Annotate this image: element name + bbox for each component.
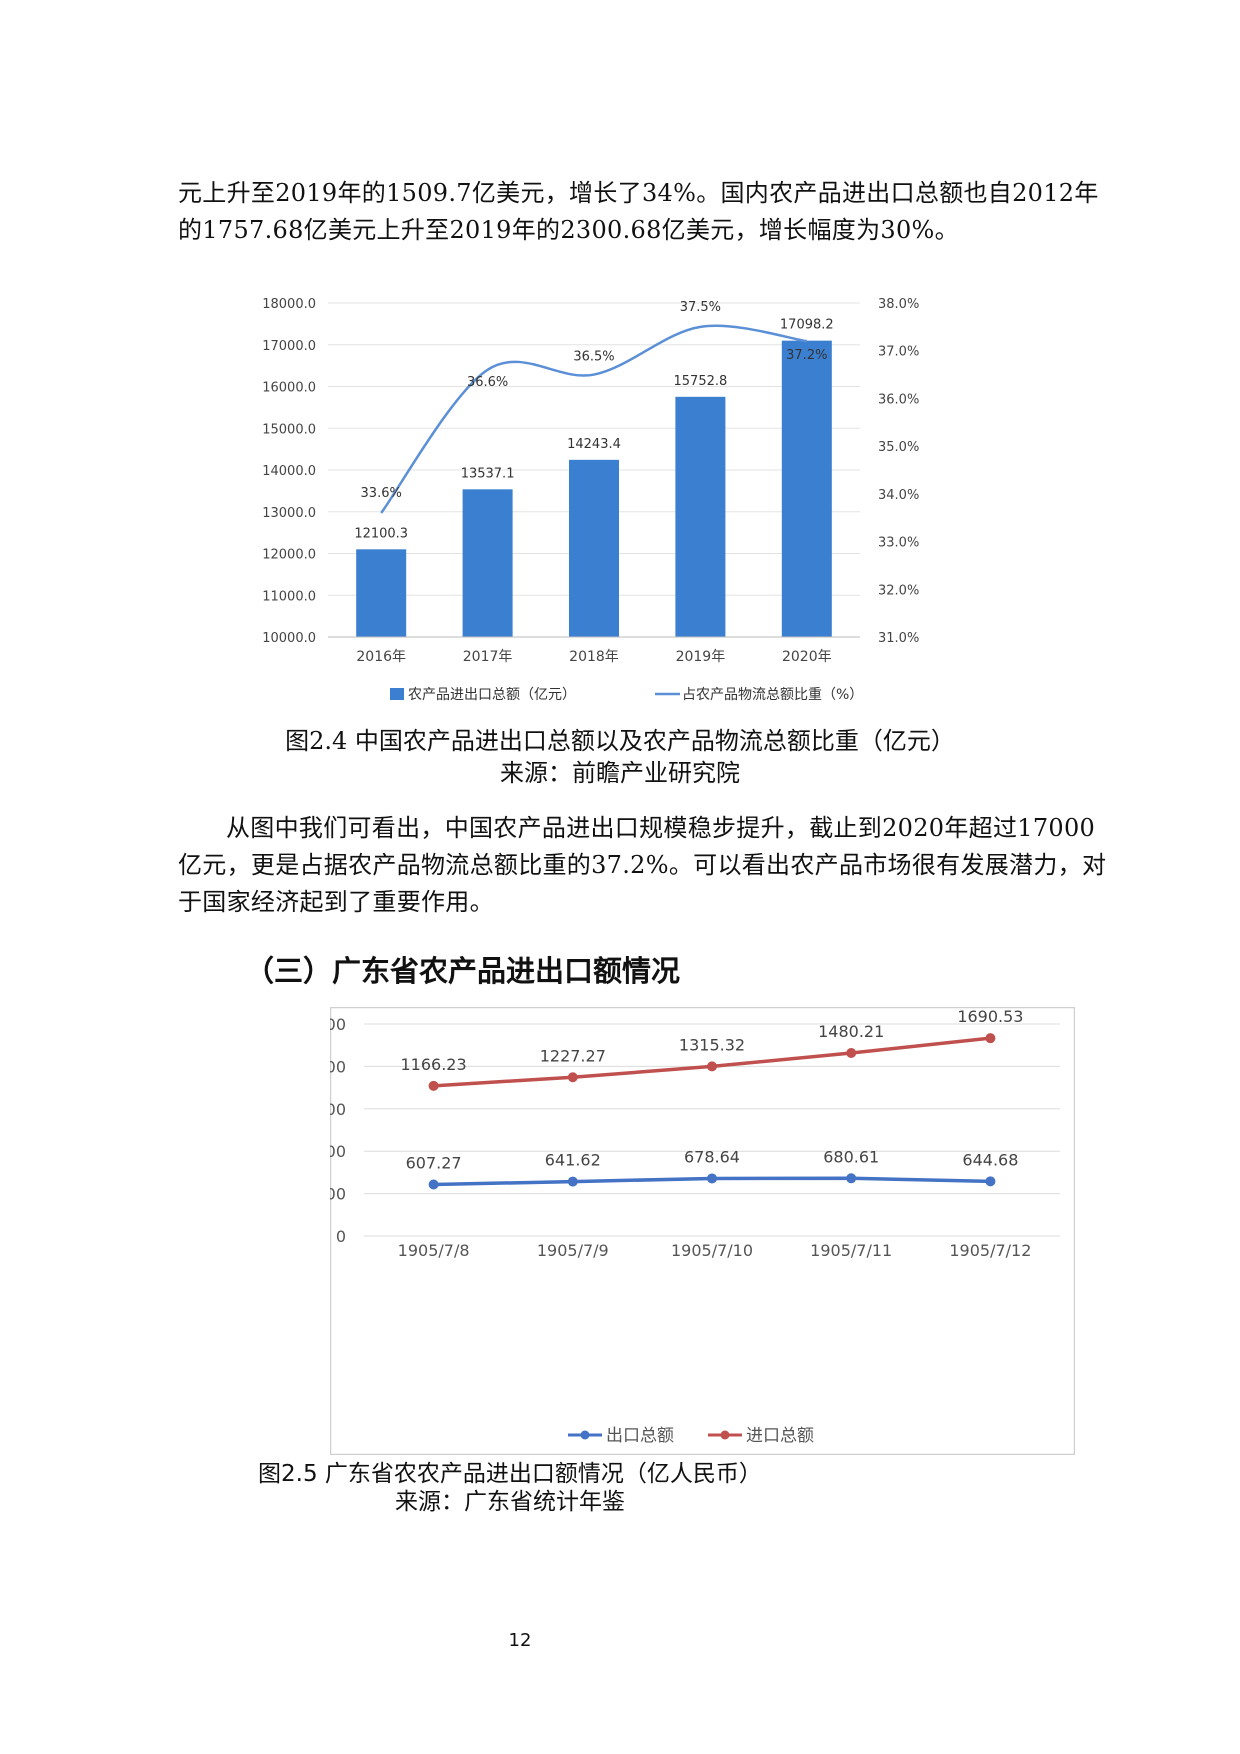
chart1-left-tick: 18000.0 (262, 297, 316, 312)
chart1-left-tick: 14000.0 (262, 464, 316, 479)
chart2-import-label: 1166.23 (401, 1055, 467, 1074)
chart1-bar-label: 13537.1 (461, 466, 515, 481)
intro-paragraph: 元上升至2019年的1509.7亿美元，增长了34%。国内农产品进出口总额也自2… (178, 175, 1133, 249)
chart1-bar (462, 489, 513, 637)
chart2-frame (330, 1007, 1075, 1455)
chart2-x-tick: 1905/7/9 (537, 1241, 609, 1260)
chart2-export-label: 641.62 (545, 1151, 601, 1170)
chart1-legend: 农产品进出口总额（亿元） 占农产品物流总额比重（%） (390, 687, 863, 703)
chart2-y-tick: 500 (330, 1185, 346, 1204)
chart2-import-point (985, 1033, 996, 1044)
chart1-ratio-label: 36.6% (467, 375, 508, 390)
chart1-ratio-label: 37.5% (680, 300, 721, 315)
chart2-export-label: 644.68 (962, 1150, 1018, 1169)
legend-import-marker (720, 1430, 730, 1440)
chart1-x-tick: 2017年 (463, 649, 513, 665)
chart2-y-tick: 1500 (330, 1100, 346, 1119)
legend-import-label: 进口总额 (746, 1426, 814, 1446)
analysis-paragraph: 从图中我们可看出，中国农产品进出口规模稳步提升，截止到2020年超过17000 … (178, 810, 1133, 921)
chart1-x-tick: 2018年 (569, 649, 619, 665)
chart1-left-tick: 17000.0 (262, 339, 316, 354)
chart1-ratio-label: 37.2% (786, 348, 827, 363)
chart1-x-tick: 2020年 (782, 649, 832, 665)
chart2-x-tick: 1905/7/8 (398, 1241, 470, 1260)
chart1-right-tick: 33.0% (878, 536, 919, 551)
chart1-right-tick: 38.0% (878, 297, 919, 312)
chart2-export-point (707, 1173, 717, 1184)
chart1-bar-label: 17098.2 (780, 318, 834, 333)
chart2-export-point (846, 1173, 857, 1184)
chart2-export-point (428, 1179, 439, 1190)
chart1-right-tick: 35.0% (878, 440, 919, 455)
figure-2-4-chart: 12100.3 13537.1 14243.4 15752.8 17098.2 33.6%… (262, 297, 919, 703)
chart2-export-point (985, 1176, 996, 1187)
chart2-y-tick: 1000 (330, 1142, 346, 1161)
chart2-import-point (428, 1080, 439, 1091)
chart2-import-point (846, 1048, 857, 1059)
chart2-x-tick: 1905/7/10 (671, 1241, 753, 1260)
chart2-y-tick: 0 (336, 1227, 346, 1246)
chart1-bar-label: 15752.8 (674, 374, 728, 389)
figure-2-4-caption: 图2.4 中国农产品进出口总额以及农产品物流总额比重（亿元） (285, 727, 955, 755)
chart1-x-tick: 2019年 (676, 649, 726, 665)
chart1-ratio-line (380, 324, 807, 514)
chart1-right-tick: 36.0% (878, 392, 919, 407)
legend-bar-label: 农产品进出口总额（亿元） (408, 687, 576, 703)
figure-2-4-source: 来源：前瞻产业研究院 (500, 759, 740, 787)
analysis-line-3: 于国家经济起到了重要作用。 (178, 888, 494, 916)
figure-2-5-source: 来源：广东省统计年鉴 (395, 1489, 625, 1515)
chart2-import-label: 1315.32 (679, 1035, 745, 1054)
analysis-line-2: 亿元，更是占据农产品物流总额比重的37.2%。可以看出农产品市场很有发展潜力，对 (178, 851, 1107, 879)
legend-bar-swatch (390, 688, 404, 700)
chart2-import-point (567, 1072, 578, 1083)
legend-export-label: 出口总额 (606, 1426, 674, 1446)
chart1-bar (569, 459, 619, 637)
chart1-left-tick: 11000.0 (262, 589, 316, 604)
chart2-export-label: 680.61 (823, 1147, 879, 1166)
chart2-export-label: 607.27 (406, 1154, 462, 1173)
chart1-left-tick: 10000.0 (262, 631, 316, 646)
page-number: 12 (508, 1630, 532, 1651)
chart1-left-tick: 15000.0 (262, 422, 316, 437)
chart2-export-point (567, 1176, 578, 1187)
chart2-import-label: 1480.21 (818, 1022, 884, 1041)
chart1-left-tick: 16000.0 (262, 381, 316, 396)
chart1-bar (675, 396, 726, 637)
legend-export-marker (580, 1430, 590, 1440)
chart1-right-tick: 34.0% (878, 488, 919, 503)
section-heading: （三）广东省农产品进出口额情况 (245, 954, 681, 988)
analysis-line-1: 从图中我们可看出，中国农产品进出口规模稳步提升，截止到2020年超过17000 (226, 814, 1096, 842)
chart2-legend: 出口总额 进口总额 (568, 1426, 814, 1446)
chart2-import-label: 1227.27 (540, 1046, 606, 1065)
intro-line-1: 元上升至2019年的1509.7亿美元，增长了34%。国内农产品进出口总额也自2… (178, 179, 1099, 207)
chart1-right-tick: 32.0% (878, 583, 919, 598)
chart2-y-tick: 2500 (330, 1015, 346, 1034)
chart1-left-tick: 12000.0 (262, 548, 316, 563)
chart1-left-tick: 13000.0 (262, 506, 316, 521)
chart2-x-tick: 1905/7/11 (810, 1241, 892, 1260)
chart1-bar (781, 340, 832, 637)
figure-2-5-chart: 607.27 641.62 678.64 680.61 644.68 1166.23 122… (330, 1007, 1075, 1455)
chart2-export-label: 678.64 (684, 1147, 740, 1166)
chart1-right-tick: 31.0% (878, 631, 919, 646)
legend-line-label: 占农产品物流总额比重（%） (682, 687, 863, 703)
chart1-bar-label: 12100.3 (354, 526, 408, 541)
chart1-x-tick: 2016年 (356, 649, 406, 665)
chart1-ratio-label: 33.6% (361, 486, 402, 501)
chart1-bar-label: 14243.4 (567, 437, 621, 452)
intro-line-2: 的1757.68亿美元上升至2019年的2300.68亿美元，增长幅度为30%。 (178, 216, 959, 244)
chart1-bar (356, 549, 407, 637)
chart1-ratio-label: 36.5% (573, 350, 614, 365)
chart1-right-tick: 37.0% (878, 345, 919, 360)
chart2-y-tick: 2000 (330, 1057, 346, 1076)
chart2-x-tick: 1905/7/12 (949, 1241, 1031, 1260)
figure-2-5-caption: 图2.5 广东省农农产品进出口额情况（亿人民币） (258, 1461, 762, 1487)
chart2-import-label: 1690.53 (957, 1007, 1023, 1026)
chart2-import-point (707, 1061, 717, 1072)
